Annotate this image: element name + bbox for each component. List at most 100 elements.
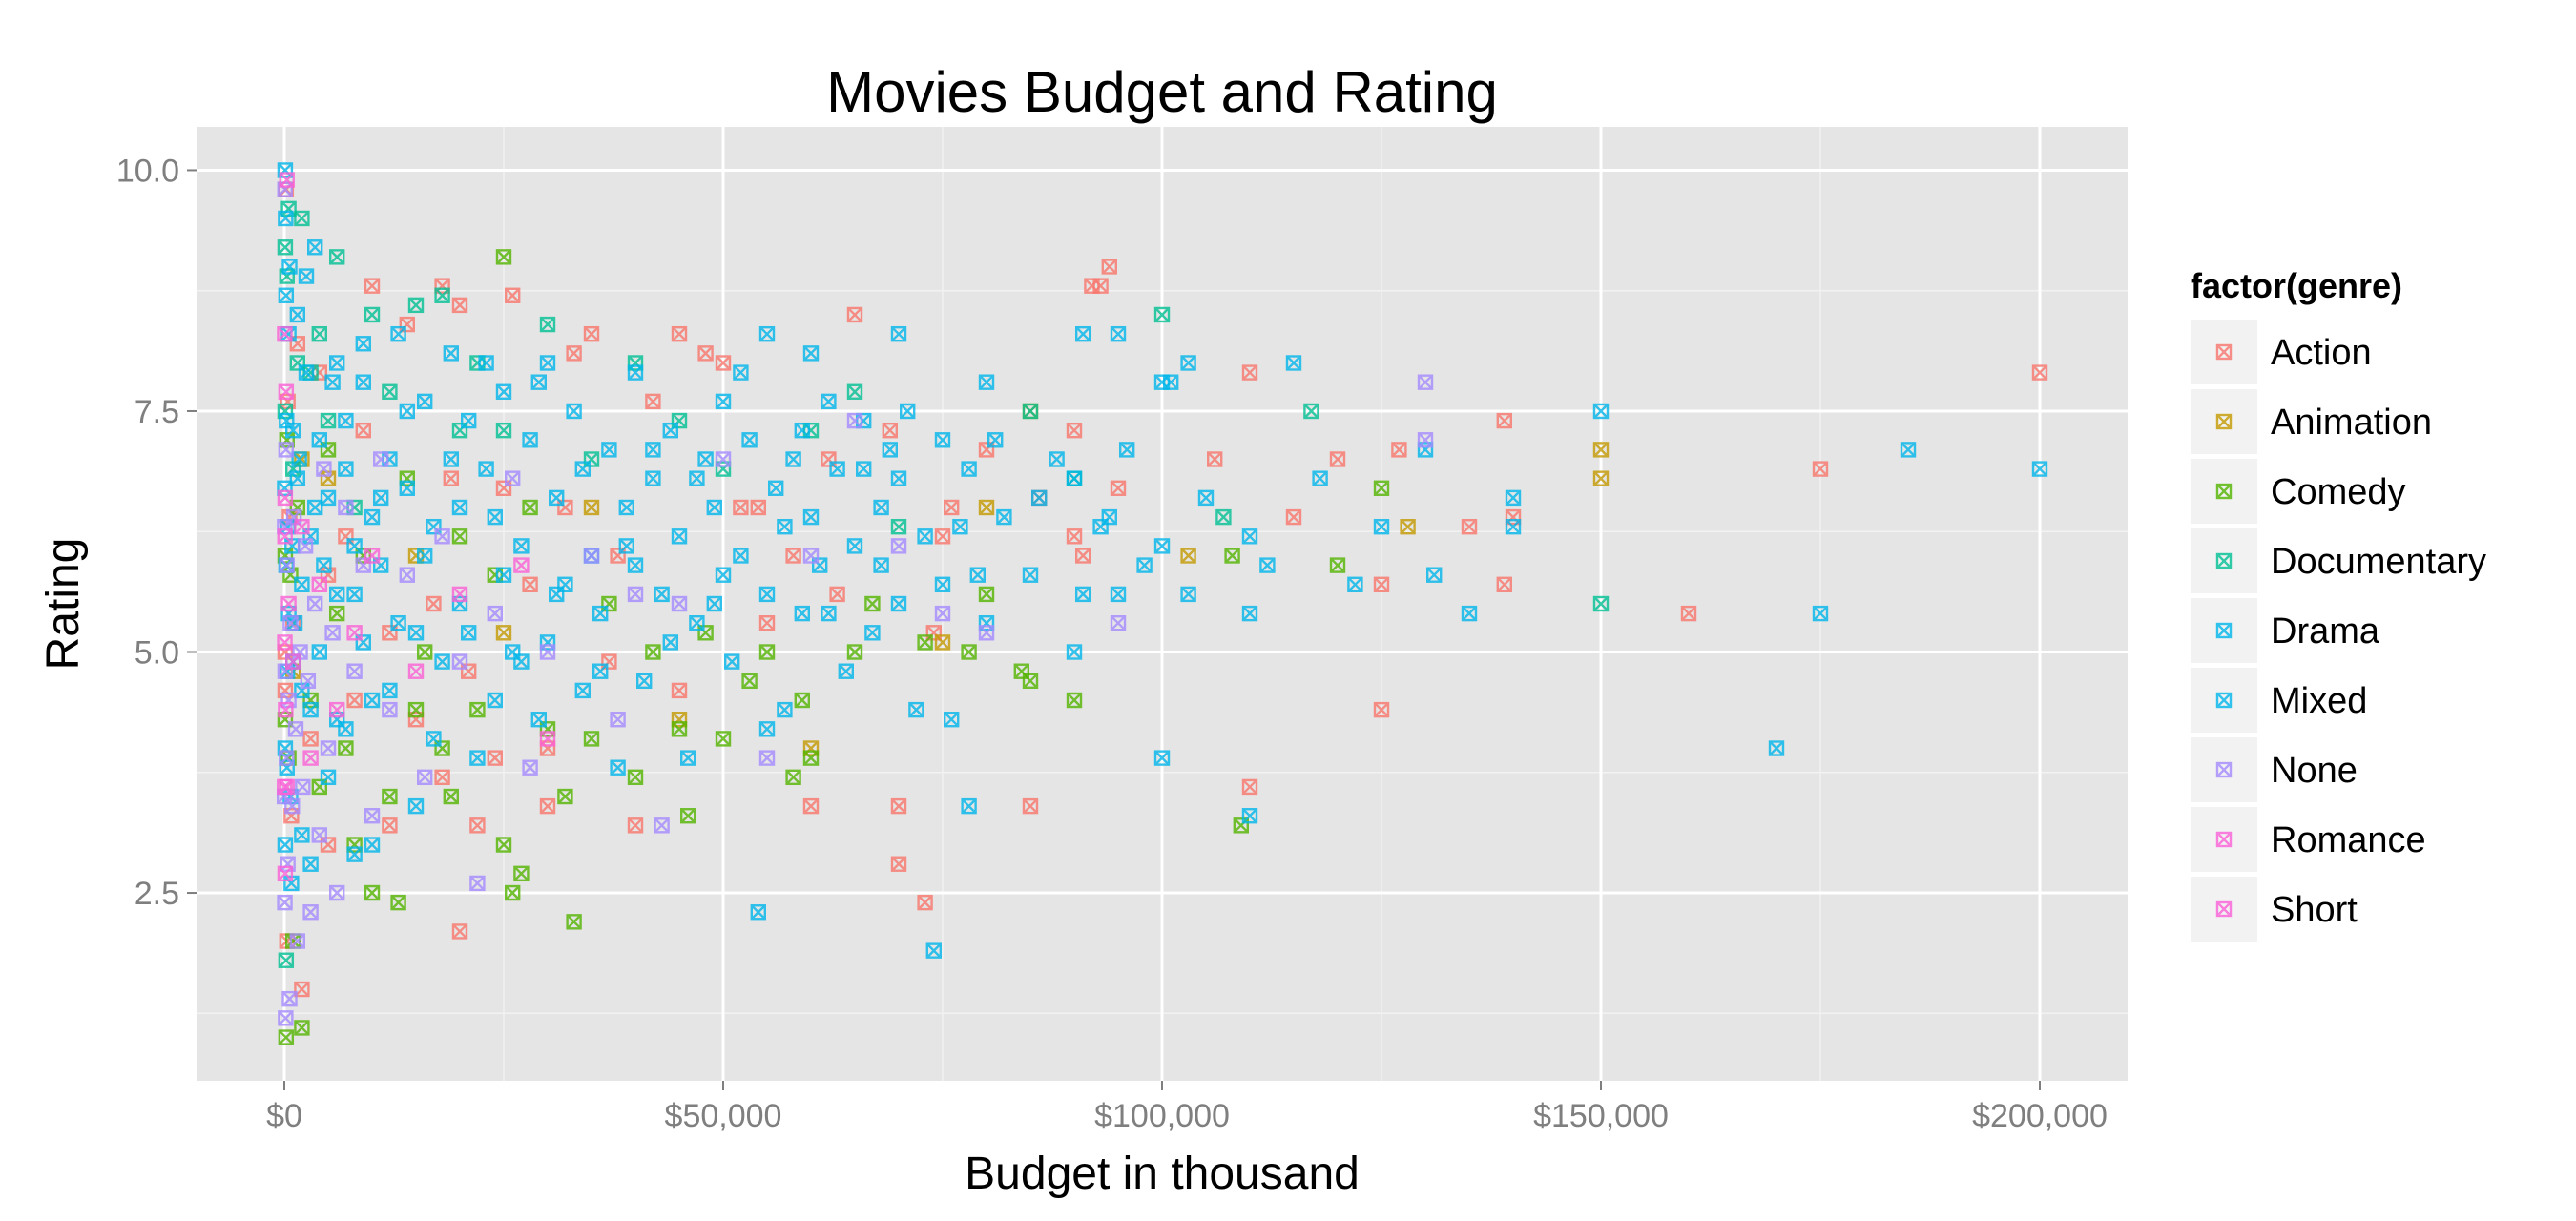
data-point (864, 625, 881, 641)
legend-title: factor(genre) (2191, 266, 2402, 305)
data-point (549, 489, 565, 507)
data-point (846, 383, 863, 400)
data-point (1373, 701, 1390, 718)
data-point (1505, 489, 1522, 507)
data-point (278, 442, 295, 458)
data-point (636, 673, 653, 690)
data-point (838, 663, 854, 679)
data-point (1680, 605, 1697, 622)
data-point (1241, 808, 1258, 824)
data-point (346, 625, 363, 641)
data-point (821, 605, 837, 622)
data-point (802, 797, 820, 815)
data-point (295, 778, 311, 796)
data-point (324, 374, 341, 390)
data-point (1373, 518, 1390, 535)
data-point (451, 528, 468, 545)
data-point (1259, 557, 1276, 573)
data-point (802, 750, 820, 766)
data-point (407, 297, 425, 314)
data-point (1197, 489, 1215, 507)
data-point (278, 952, 295, 968)
data-point (654, 817, 670, 834)
data-point (495, 837, 512, 853)
data-point (1206, 451, 1223, 467)
data-point (277, 865, 294, 882)
data-point (864, 595, 881, 612)
data-point (364, 692, 381, 709)
data-point (846, 412, 863, 429)
series-romance (277, 489, 556, 796)
legend-marker (2215, 692, 2233, 709)
data-point (758, 586, 776, 603)
data-point (715, 731, 732, 747)
data-point (522, 576, 538, 592)
data-point (662, 422, 678, 439)
data-point (495, 249, 512, 265)
data-point (287, 721, 304, 737)
data-point (513, 557, 530, 573)
data-point (298, 364, 315, 381)
data-point (908, 701, 924, 718)
data-point (1180, 548, 1196, 564)
legend-marker (2215, 831, 2233, 848)
series-none (276, 181, 1434, 1026)
data-point (890, 595, 907, 612)
data-point (944, 712, 960, 728)
data-point (478, 461, 494, 477)
data-point (294, 518, 310, 535)
data-point (338, 412, 354, 429)
data-point (311, 644, 327, 660)
data-point (890, 797, 907, 815)
data-point (934, 634, 951, 651)
data-point (324, 625, 341, 641)
data-point (1101, 259, 1118, 275)
data-point (289, 933, 305, 949)
data-point (1066, 692, 1083, 709)
data-point (1049, 451, 1065, 467)
data-point (451, 586, 468, 603)
data-point (329, 249, 345, 265)
x-tick-label: $150,000 (1533, 1098, 1669, 1134)
data-point (741, 432, 758, 448)
data-point (443, 345, 459, 362)
legend-label: Action (2271, 333, 2372, 373)
data-point (777, 701, 793, 718)
data-point (513, 865, 530, 882)
data-point (890, 538, 907, 554)
data-point (277, 489, 294, 507)
data-point (724, 653, 740, 670)
data-point (925, 942, 942, 959)
data-point (733, 499, 749, 516)
data-point (794, 422, 810, 439)
data-point (277, 778, 293, 796)
data-point (329, 884, 345, 901)
data-point (1347, 576, 1363, 592)
data-point (1153, 306, 1171, 323)
data-point (1066, 422, 1083, 439)
data-point (346, 586, 363, 603)
data-point (530, 374, 547, 390)
data-point (917, 528, 933, 545)
data-point (311, 827, 327, 843)
data-point (399, 403, 415, 420)
data-point (443, 451, 459, 467)
data-point (478, 355, 494, 371)
data-point (802, 508, 820, 526)
data-point (373, 451, 389, 467)
data-point (495, 422, 512, 439)
data-point (706, 499, 722, 516)
data-point (1425, 567, 1443, 583)
y-tick-label: 7.5 (135, 394, 179, 430)
y-tick-label: 10.0 (116, 153, 179, 189)
data-point (856, 461, 872, 477)
data-point (329, 605, 345, 622)
data-point (1013, 663, 1030, 679)
data-point (2031, 461, 2048, 477)
data-point (557, 788, 573, 805)
data-point (302, 856, 319, 872)
data-point (487, 750, 503, 766)
data-point (618, 499, 634, 516)
data-point (882, 422, 898, 439)
data-point (451, 499, 468, 516)
